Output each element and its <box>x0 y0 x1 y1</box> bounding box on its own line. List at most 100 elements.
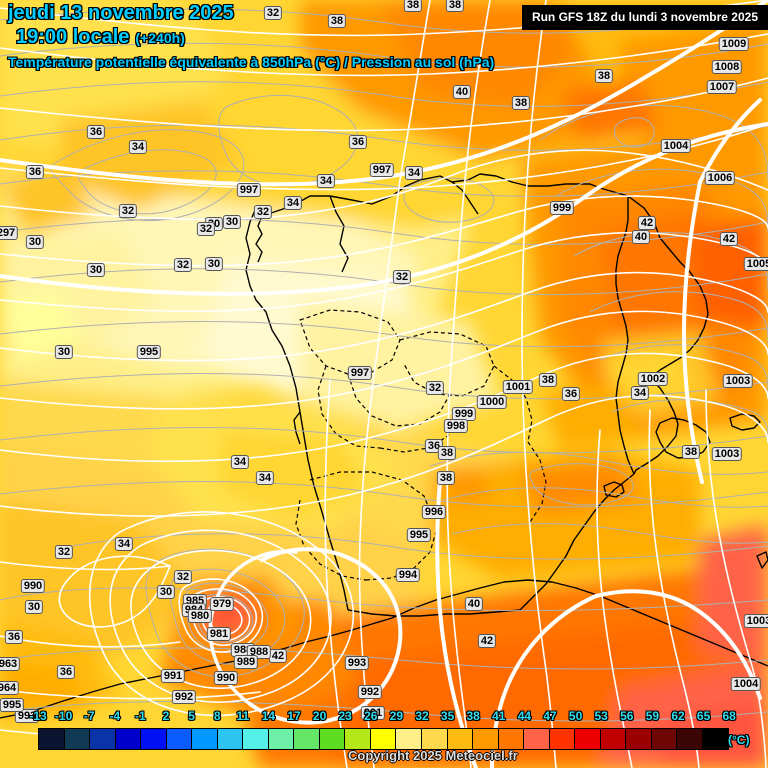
color-scale-tick: 62 <box>671 709 685 723</box>
theta-e-contour-label: 34 <box>316 174 336 188</box>
theta-e-contour-label: 34 <box>114 537 134 551</box>
color-scale-cell <box>294 729 320 749</box>
pressure-contour-label: 992 <box>357 685 383 699</box>
color-scale-tick: 23 <box>338 709 352 723</box>
theta-e-contour-label: 36 <box>4 630 24 644</box>
model-run-badge: Run GFS 18Z du lundi 3 novembre 2025 <box>521 5 768 30</box>
pressure-contour-label: 998 <box>443 419 469 433</box>
pressure-contour-label: 989 <box>233 655 259 669</box>
theta-e-contour-label: 30 <box>86 263 106 277</box>
pressure-contour-label: 995 <box>406 528 432 542</box>
color-scale-cell <box>421 729 448 749</box>
color-scale-tick: 14 <box>261 709 276 723</box>
color-scale-tick: -10 <box>54 709 73 723</box>
forecast-offset: (+240h) <box>135 30 185 46</box>
color-scale-tick: 65 <box>696 709 711 723</box>
forecast-date: jeudi 13 novembre 2025 <box>8 2 234 24</box>
pressure-contour-label: 1002 <box>637 372 669 386</box>
color-scale-cell <box>115 729 142 749</box>
color-scale-tick: -7 <box>83 709 95 723</box>
pressure-contour-label: 993 <box>14 709 40 723</box>
color-scale-cell <box>549 729 576 749</box>
model-run-text: Run GFS 18Z du lundi 3 novembre 2025 <box>531 10 758 24</box>
theta-e-contour-label: 32 <box>173 258 193 272</box>
color-scale-cell <box>600 729 627 749</box>
color-scale-tick: 5 <box>188 709 195 723</box>
theta-e-contour-label: 38 <box>445 0 465 12</box>
color-scale-tick: 53 <box>594 709 608 723</box>
theta-e-contour-label: 36 <box>86 125 106 139</box>
color-scale-tick: 20 <box>312 709 327 723</box>
theta-e-contour-label: 38 <box>327 14 347 28</box>
theta-e-contour-label: 32 <box>173 570 193 584</box>
pressure-contour-label: 1003 <box>722 374 754 388</box>
color-scale-cell <box>90 729 116 749</box>
color-scale-cell <box>524 729 550 749</box>
color-scale-tick: 17 <box>287 709 301 723</box>
theta-e-contour-label: 34 <box>255 471 275 485</box>
color-scale-tick: -13 <box>29 709 47 723</box>
copyright-text: Copyright 2025 Meteociel.fr <box>348 748 518 763</box>
pressure-contour-label: 991 <box>160 669 186 683</box>
color-scale-cell <box>702 729 729 749</box>
theta-e-contour-label: 30 <box>156 585 176 599</box>
color-scale-tick: 50 <box>568 709 583 723</box>
color-scale-tick: 68 <box>722 709 736 723</box>
theta-e-contour-label: 32 <box>392 270 412 284</box>
pressure-contour-label: 991 <box>360 706 386 720</box>
theta-e-contour-label: 38 <box>681 445 701 459</box>
pressure-contour-label: 992 <box>171 690 197 704</box>
theta-e-contour-label: 32 <box>118 204 138 218</box>
color-scale-tick: 29 <box>389 709 404 723</box>
theta-e-contour-label: 30 <box>222 215 242 229</box>
theta-e-contour-label: 36 <box>25 165 45 179</box>
color-scale-cell <box>370 729 397 749</box>
color-scale-cell <box>677 729 703 749</box>
color-scale-tick: 47 <box>543 709 557 723</box>
color-scale-cell <box>141 729 167 749</box>
theta-e-contour-label: 40 <box>452 85 472 99</box>
color-scale-cell <box>192 729 218 749</box>
color-scale-cell <box>498 729 525 749</box>
theta-e-contour-label: 30 <box>25 235 45 249</box>
theta-e-contour-label: 40 <box>464 597 484 611</box>
theta-e-contour-label: 38 <box>594 69 614 83</box>
theta-e-contour-label: 34 <box>128 140 148 154</box>
theta-e-contour-label: 30 <box>24 600 44 614</box>
theta-e-contour-label: 42 <box>719 232 739 246</box>
color-scale-tick: 35 <box>440 709 455 723</box>
theta-e-contour-label: 30 <box>204 257 224 271</box>
pressure-contour-label: 1006 <box>704 171 736 185</box>
pressure-contour-label: 995 <box>136 345 162 359</box>
pressure-contour-label: 997 <box>369 163 395 177</box>
pressure-contour-label: 996 <box>421 505 447 519</box>
pressure-contour-label: 1004 <box>660 139 692 153</box>
color-scale-tick: 32 <box>415 709 429 723</box>
pressure-contour-label: 993 <box>344 656 370 670</box>
color-scale-tick: 56 <box>620 709 634 723</box>
theta-e-contour-label: 36 <box>561 387 581 401</box>
theta-e-contour-label: 32 <box>263 6 283 20</box>
pressure-contour-label: 1009 <box>718 37 750 51</box>
header-block: jeudi 13 novembre 2025 19:00 locale (+24… <box>8 2 494 71</box>
theta-e-contour-label: 42 <box>477 634 497 648</box>
color-scale-cell <box>166 729 193 749</box>
theta-e-contour-label: 38 <box>437 446 457 460</box>
color-scale-bar <box>38 728 730 750</box>
pressure-contour-label: 1003 <box>743 614 768 628</box>
pressure-contour-label: 1007 <box>706 80 738 94</box>
color-scale-tick: 26 <box>364 709 378 723</box>
pressure-contour-label: 980 <box>187 609 213 623</box>
color-scale-cell <box>319 729 346 749</box>
color-scale-cell <box>217 729 244 749</box>
pressure-contour-label: 997 <box>347 366 373 380</box>
color-scale-cell <box>243 729 269 749</box>
color-scale-legend: (°C) -13 -10 -7 -4 -1 2 5 8 11 14 17 20 23 26 29 32 35 38… <box>0 705 768 768</box>
color-scale-cell <box>396 729 422 749</box>
pressure-contour-label: 1008 <box>711 60 743 74</box>
theta-e-contour-label: 34 <box>283 196 303 210</box>
theta-e-contour-label: 36 <box>56 665 76 679</box>
pressure-contour-label: 990 <box>213 671 239 685</box>
